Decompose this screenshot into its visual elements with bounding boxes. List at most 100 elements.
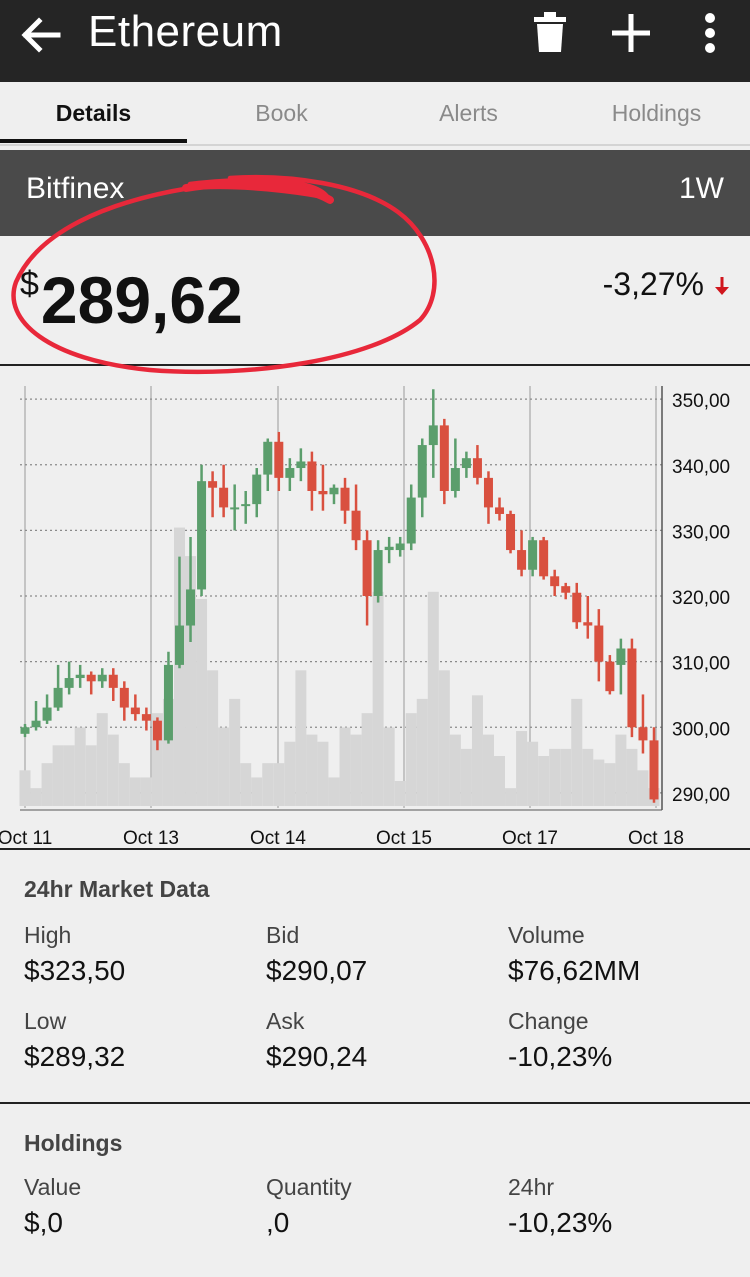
candle-body: [583, 622, 593, 626]
candle-body: [340, 487, 350, 511]
holdings-24hr-amount: -10,23%: [508, 1207, 613, 1238]
price-change-percent: -3,27%: [602, 266, 704, 302]
volume-bar: [350, 734, 362, 806]
candle-body: [572, 592, 582, 623]
volume-bar: [328, 777, 340, 806]
volume-bar: [251, 777, 263, 806]
time-range-selector[interactable]: 1W: [679, 172, 724, 205]
volume-bar: [129, 777, 141, 806]
candle-body: [616, 648, 626, 665]
volume-bar: [438, 670, 450, 806]
market-ask: Ask $290,24: [266, 1008, 506, 1073]
holdings-value-label: Value: [24, 1174, 82, 1200]
volume-bar: [449, 734, 461, 806]
volume-bar: [582, 748, 594, 806]
candle-body: [197, 481, 207, 590]
volume-bar: [416, 698, 428, 806]
candle-body: [53, 687, 63, 708]
candle-body: [296, 461, 306, 469]
market-volume-label: Volume: [508, 922, 585, 948]
volume-bar: [63, 745, 75, 806]
tab-alerts[interactable]: Alerts: [439, 100, 498, 126]
candle-body: [42, 707, 52, 721]
exchange-bar[interactable]: Bitfinex 1W: [0, 150, 750, 236]
tab-book[interactable]: Book: [255, 100, 308, 126]
market-high: High $323,50: [24, 922, 264, 987]
volume-bar: [284, 741, 296, 806]
holdings-title: Holdings: [24, 1130, 123, 1156]
candle-body: [362, 540, 372, 596]
volume-bar: [383, 727, 395, 806]
market-volume: Volume $76,62MM: [508, 922, 748, 987]
tab-holdings[interactable]: Holdings: [611, 100, 702, 126]
volume-bar: [229, 698, 241, 806]
holdings-quantity: Quantity ,0: [266, 1174, 506, 1239]
candle-body: [351, 510, 361, 541]
market-bid-label: Bid: [266, 922, 300, 948]
volume-bar: [394, 781, 406, 806]
x-tick-label: Oct 18: [628, 828, 684, 846]
y-tick-label: 340,00: [672, 457, 730, 478]
candle-body: [163, 664, 173, 741]
trash-icon[interactable]: [531, 10, 569, 56]
market-bid: Bid $290,07: [266, 922, 506, 987]
candle-body: [649, 740, 659, 800]
candle-body: [252, 474, 262, 505]
exchange-name[interactable]: Bitfinex: [26, 172, 125, 205]
market-change-value: -10,23%: [508, 1041, 613, 1072]
candle-body: [263, 441, 273, 475]
candle-body: [605, 661, 615, 692]
tab-details[interactable]: Details: [55, 100, 132, 126]
volume-bar: [560, 748, 572, 806]
price-chart[interactable]: 350,00 340,00 330,00 320,00 310,00 300,00 290,…: [0, 366, 750, 850]
volume-bar: [372, 591, 384, 806]
market-low-label: Low: [24, 1008, 67, 1034]
market-change-label: Change: [508, 1008, 589, 1034]
x-tick-label: Oct 14: [250, 828, 306, 846]
candle-body: [373, 550, 383, 596]
volume-bar: [295, 670, 307, 806]
candle-body: [495, 507, 505, 514]
market-low: Low $289,32: [24, 1008, 264, 1073]
volume-bar: [273, 763, 285, 806]
y-tick-label: 330,00: [672, 522, 730, 543]
candle-body: [119, 687, 129, 708]
market-change: Change -10,23%: [508, 1008, 748, 1073]
plus-icon[interactable]: [608, 10, 654, 56]
candle-body: [395, 543, 405, 551]
volume-bar: [140, 777, 152, 806]
arrow-down-icon: [715, 277, 729, 295]
volume-bar: [306, 734, 318, 806]
volume-bar: [185, 556, 197, 806]
volume-bar: [482, 734, 494, 806]
candle-body: [20, 727, 30, 734]
candle-body: [31, 720, 41, 728]
candle-body: [483, 477, 493, 508]
candle-body: [318, 491, 328, 495]
volume-bar: [604, 763, 616, 806]
market-ask-value: $290,24: [266, 1041, 368, 1072]
candle-body: [64, 678, 74, 688]
candle-body: [230, 507, 240, 510]
market-high-label: High: [24, 922, 72, 948]
volume-bar: [207, 670, 219, 806]
y-tick-label: 310,00: [672, 654, 730, 675]
market-ask-label: Ask: [266, 1008, 305, 1034]
candle-body: [384, 546, 394, 551]
volume-bar: [361, 713, 373, 806]
holdings-value: Value $,0: [24, 1174, 264, 1239]
volume-bar: [427, 591, 439, 806]
volume-bar: [41, 763, 53, 806]
more-vert-icon[interactable]: [698, 10, 722, 56]
candle-body: [439, 425, 449, 491]
volume-bar: [218, 727, 230, 806]
x-tick-label: Oct 17: [502, 828, 558, 846]
candle-body: [627, 648, 637, 728]
candlestick-chart[interactable]: 350,00 340,00 330,00 320,00 310,00 300,00 290,…: [0, 366, 750, 849]
volume-bar: [626, 748, 638, 806]
arrow-left-icon[interactable]: [18, 12, 64, 58]
holdings-quantity-label: Quantity: [266, 1174, 352, 1200]
candle-body: [208, 481, 218, 488]
y-tick-label: 350,00: [672, 391, 730, 412]
x-tick-label: Oct 11: [0, 828, 52, 846]
